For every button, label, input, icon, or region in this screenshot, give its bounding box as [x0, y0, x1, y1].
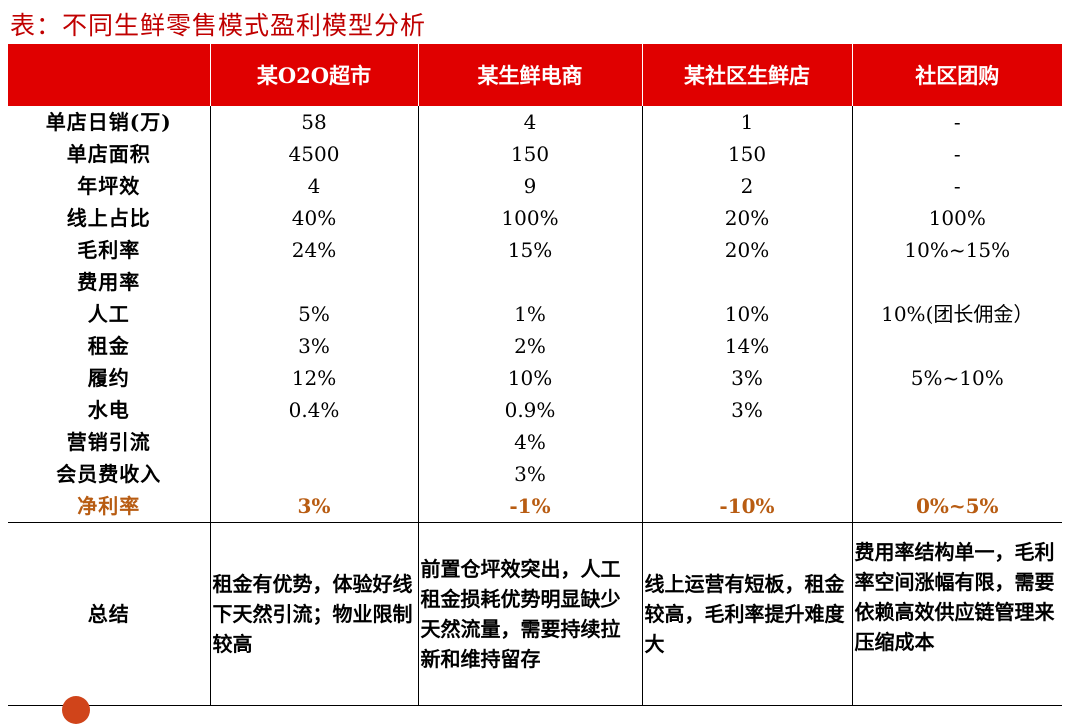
- table-cell: [851, 266, 1062, 298]
- table-cell: [851, 426, 1062, 458]
- table-cell: -1%: [417, 490, 642, 523]
- summary-cell: 前置仓坪效突出，人工租金损耗优势明显缺少天然流量，需要持续拉新和维持留存: [417, 522, 642, 706]
- table-cell: 10%: [417, 362, 642, 394]
- header-community-fresh-store: 某社区生鲜店: [641, 44, 852, 106]
- table-row: 单店日销(万) 58 4 1-: [8, 106, 1062, 138]
- table-cell: 24%: [209, 234, 418, 266]
- table-cell: 4: [417, 106, 642, 138]
- table-cell: [209, 426, 418, 458]
- table-cell: -10%: [641, 490, 852, 523]
- table-row: 会员费收入 3%: [8, 458, 1062, 490]
- table-row: 毛利率 24% 15% 20% 10%~15%: [8, 234, 1062, 266]
- table-cell: 40%: [209, 202, 418, 234]
- table-cell: 1%: [417, 298, 642, 330]
- net-margin-row: 净利率 3% -1% -10% 0%~5%: [8, 490, 1062, 523]
- row-label: 净利率: [77, 494, 141, 518]
- table-cell: 150: [641, 138, 852, 170]
- table-cell: [641, 266, 852, 298]
- header-corner: [8, 44, 210, 106]
- table-cell: [851, 330, 1062, 362]
- table-cell: [641, 426, 852, 458]
- table-cell: [417, 266, 642, 298]
- table-cell: [851, 458, 1062, 490]
- table-row: 水电 0.4% 0.9% 3%: [8, 394, 1062, 426]
- table-cell: 3%: [209, 490, 418, 523]
- row-label: 费用率: [77, 270, 141, 294]
- table-cell: 10%(团长佣金）: [851, 298, 1062, 330]
- table-cell: 12%: [209, 362, 418, 394]
- table-cell: 3%: [641, 394, 852, 426]
- table-cell: 3%: [209, 330, 418, 362]
- table-cell: 20%: [641, 234, 852, 266]
- summary-label: 总结: [8, 522, 210, 706]
- table-row: 营销引流 4%: [8, 426, 1062, 458]
- table-cell: 100%: [417, 202, 642, 234]
- table-cell: 1: [641, 106, 852, 138]
- table-cell: [641, 458, 852, 490]
- table-cell: -: [851, 106, 1062, 138]
- row-label: 水电: [87, 398, 130, 422]
- table-cell: 4500: [209, 138, 418, 170]
- corner-logo-icon: [62, 696, 90, 724]
- table-row: 人工 5% 1% 10% 10%(团长佣金）: [8, 298, 1062, 330]
- table-cell: [209, 266, 418, 298]
- table-row: 费用率: [8, 266, 1062, 298]
- row-label: 营销引流: [66, 430, 151, 454]
- row-label: 单店日销(万): [45, 110, 172, 134]
- header-o2o-supermarket: 某O2O超市: [209, 44, 418, 106]
- summary-cell: 租金有优势，体验好线下天然引流；物业限制较高: [209, 522, 418, 706]
- table-cell: [851, 394, 1062, 426]
- row-label: 会员费收入: [56, 462, 162, 486]
- table-row: 线上占比 40% 100% 20% 100%: [8, 202, 1062, 234]
- table-cell: 15%: [417, 234, 642, 266]
- table-row: 履约 12% 10% 3% 5%~10%: [8, 362, 1062, 394]
- table-cell: 9: [417, 170, 642, 202]
- table-cell: 10%: [641, 298, 852, 330]
- table-cell: 20%: [641, 202, 852, 234]
- table-cell: 10%~15%: [851, 234, 1062, 266]
- table-cell: 150: [417, 138, 642, 170]
- row-label: 年坪效: [77, 174, 141, 198]
- table-cell: 4: [209, 170, 418, 202]
- row-label: 人工: [87, 302, 130, 326]
- row-label: 线上占比: [66, 206, 151, 230]
- row-label: 毛利率: [77, 238, 141, 262]
- header-community-group-buy: 社区团购: [851, 44, 1062, 106]
- table-cell: 3%: [417, 458, 642, 490]
- table-cell: -: [851, 138, 1062, 170]
- table-row: 单店面积 4500 150 150-: [8, 138, 1062, 170]
- table-cell: -: [851, 170, 1062, 202]
- row-label: 单店面积: [66, 142, 151, 166]
- header-row: 某O2O超市 某生鲜电商 某社区生鲜店 社区团购: [8, 44, 1062, 106]
- table-title: 表：不同生鲜零售模式盈利模型分析: [10, 11, 427, 40]
- summary-row: 总结 租金有优势，体验好线下天然引流；物业限制较高 前置仓坪效突出，人工租金损耗优势…: [8, 522, 1062, 706]
- table-cell: 3%: [641, 362, 852, 394]
- table-cell: 14%: [641, 330, 852, 362]
- profit-model-table: 某O2O超市 某生鲜电商 某社区生鲜店 社区团购 单店日销(万) 58 4 1- 单店面…: [8, 44, 1062, 706]
- header-fresh-ecommerce: 某生鲜电商: [417, 44, 642, 106]
- table-cell: 0%~5%: [851, 490, 1062, 523]
- table-cell: 2%: [417, 330, 642, 362]
- table-row: 年坪效 4 9 2-: [8, 170, 1062, 202]
- summary-cell: 费用率结构单一，毛利率空间涨幅有限，需要依赖高效供应链管理来压缩成本: [851, 522, 1062, 706]
- table-cell: 100%: [851, 202, 1062, 234]
- table-cell: 0.9%: [417, 394, 642, 426]
- table-row: 租金 3% 2% 14%: [8, 330, 1062, 362]
- table-cell: 4%: [417, 426, 642, 458]
- summary-cell: 线上运营有短板，租金较高，毛利率提升难度大: [641, 522, 852, 706]
- row-label: 履约: [87, 366, 130, 390]
- table-cell: 2: [641, 170, 852, 202]
- table-cell: 5%~10%: [851, 362, 1062, 394]
- table-cell: 58: [209, 106, 418, 138]
- row-label: 租金: [87, 334, 130, 358]
- table-cell: [209, 458, 418, 490]
- table-cell: 5%: [209, 298, 418, 330]
- table-cell: 0.4%: [209, 394, 418, 426]
